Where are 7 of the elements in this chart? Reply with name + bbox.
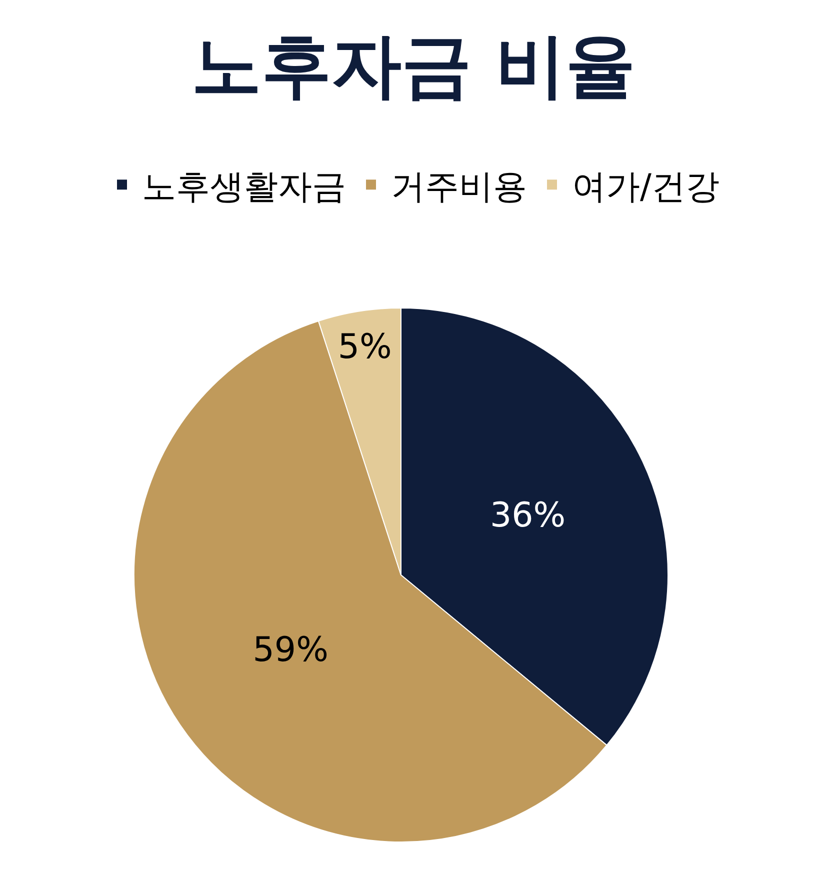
chart-title: 노후자금 비율 (191, 24, 636, 106)
data-label: 5% (338, 326, 392, 367)
data-label: 59% (252, 630, 328, 670)
legend-label: 노후생활자금 (142, 166, 346, 207)
data-label: 36% (490, 495, 566, 536)
legend-label: 거주비용 (391, 166, 527, 207)
legend-label: 여가/건강 (572, 166, 720, 207)
